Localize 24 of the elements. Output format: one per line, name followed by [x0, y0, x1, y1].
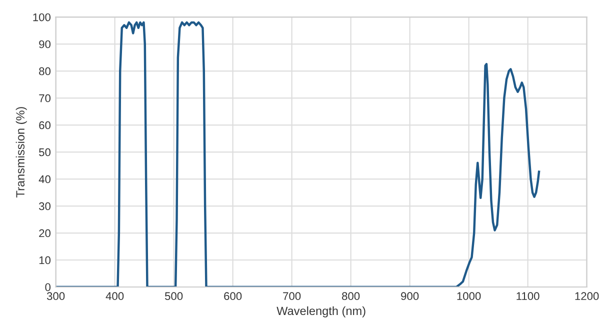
y-tick-label: 90 — [39, 40, 51, 48]
x-axis-title: Wavelength (nm) — [276, 306, 366, 318]
y-tick-label: 80 — [39, 67, 51, 76]
x-tick-label: 500 — [164, 292, 183, 300]
x-tick-label: 300 — [46, 292, 65, 300]
y-tick-label: 40 — [38, 175, 51, 184]
x-tick-label: 1200 — [575, 292, 599, 300]
x-tick-label: 1000 — [457, 292, 481, 300]
y-axis-title: Transmission (%) — [16, 107, 27, 198]
x-tick-label: 900 — [401, 292, 419, 300]
y-tick-label: 100 — [33, 13, 51, 22]
x-tick-label: 600 — [224, 292, 242, 300]
line-series — [56, 21, 540, 287]
y-tick-label: 0 — [45, 283, 51, 292]
y-tick-label: 10 — [39, 256, 51, 264]
y-tick-label: 20 — [39, 229, 51, 238]
x-tick-label: 700 — [283, 292, 301, 300]
y-tick-label: 30 — [39, 202, 51, 210]
y-tick-label: 60 — [39, 121, 51, 130]
x-tick-label: 800 — [342, 292, 360, 300]
x-tick-label: 1100 — [516, 292, 540, 300]
y-tick-label: 50 — [39, 148, 51, 156]
y-tick-label: 70 — [39, 94, 51, 102]
x-tick-label: 400 — [106, 292, 124, 300]
